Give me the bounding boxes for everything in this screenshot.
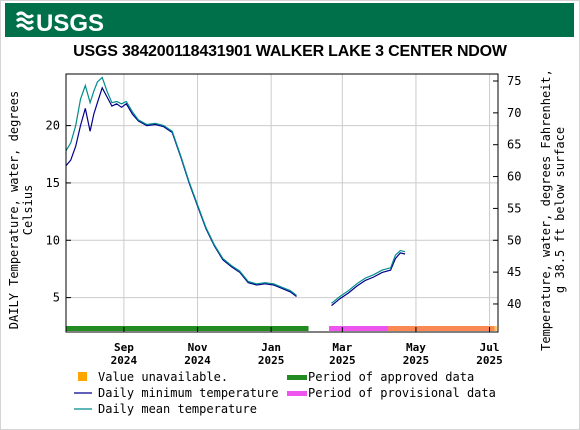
y2-tick-label: 40	[507, 297, 521, 311]
x-tick-label: 2024	[111, 354, 138, 367]
x-tick-label: Jan	[261, 341, 281, 354]
y-tick-label: 20	[46, 119, 60, 133]
y2-tick-label: 45	[507, 265, 521, 279]
series-line	[65, 76, 406, 304]
x-tick-label: 2025	[476, 354, 503, 367]
y2-tick-label: 55	[507, 201, 521, 215]
legend-label: Period of approved data	[308, 370, 474, 384]
period-bar	[66, 326, 309, 331]
y-axis-label: DAILY Temperature, water, degreesCelsius	[7, 91, 35, 329]
x-tick-label: Sep	[114, 341, 134, 354]
y2-tick-label: 75	[507, 74, 521, 88]
y-axis-label-line: Celsius	[21, 185, 35, 236]
x-tick-label: 2025	[329, 354, 356, 367]
plot-frame	[65, 73, 499, 333]
legend-swatch-bar	[287, 391, 307, 396]
x-tick-label: Nov	[188, 341, 208, 354]
y-tick-label: 5	[53, 291, 60, 305]
x-tick-label: Jul	[480, 341, 500, 354]
axis-labels: DAILY Temperature, water, degreesCelsius…	[7, 69, 567, 351]
y-tick-label: 10	[46, 233, 60, 247]
y2-axis-label: Temperature, water, degrees Fahrenheit,g…	[539, 69, 567, 351]
legend-label: Daily mean temperature	[98, 402, 257, 416]
y-tick-label: 15	[46, 176, 60, 190]
x-tick-label: Mar	[332, 341, 352, 354]
grid-lines	[66, 74, 498, 332]
y2-axis-label-line: Temperature, water, degrees Fahrenheit,	[539, 69, 553, 351]
x-tick-label: May	[406, 341, 426, 354]
series-line	[65, 86, 406, 307]
series-lines	[65, 76, 406, 307]
data-periods	[66, 326, 497, 331]
chart-legend: Value unavailable. Period of approved dat…	[74, 370, 496, 416]
legend-swatch-square	[78, 372, 87, 381]
axis-ticks: Sep2024Nov2024Jan2025Mar2025May2025Jul20…	[46, 74, 522, 367]
y2-tick-label: 65	[507, 138, 521, 152]
legend-label: Daily minimum temperature	[98, 386, 279, 400]
usgs-logo-text: USGS	[36, 10, 104, 37]
x-tick-label: 2024	[184, 354, 211, 367]
y2-tick-label: 70	[507, 106, 521, 120]
y2-axis-label-line: g 38.5 ft below surface	[553, 127, 567, 293]
y2-tick-label: 60	[507, 170, 521, 184]
legend-label: Value unavailable.	[98, 370, 228, 384]
usgs-logo: USGS	[15, 10, 104, 37]
y-axis-label-line: DAILY Temperature, water, degrees	[7, 91, 21, 329]
legend-label: Period of provisional data	[308, 386, 496, 400]
chart-title: USGS 384200118431901 WALKER LAKE 3 CENTE…	[73, 43, 507, 60]
legend-swatch-bar	[287, 375, 307, 380]
x-tick-label: 2025	[258, 354, 285, 367]
x-tick-label: 2025	[403, 354, 430, 367]
y2-tick-label: 50	[507, 233, 521, 247]
period-bar	[388, 326, 497, 331]
usgs-banner: USGS	[5, 3, 574, 37]
